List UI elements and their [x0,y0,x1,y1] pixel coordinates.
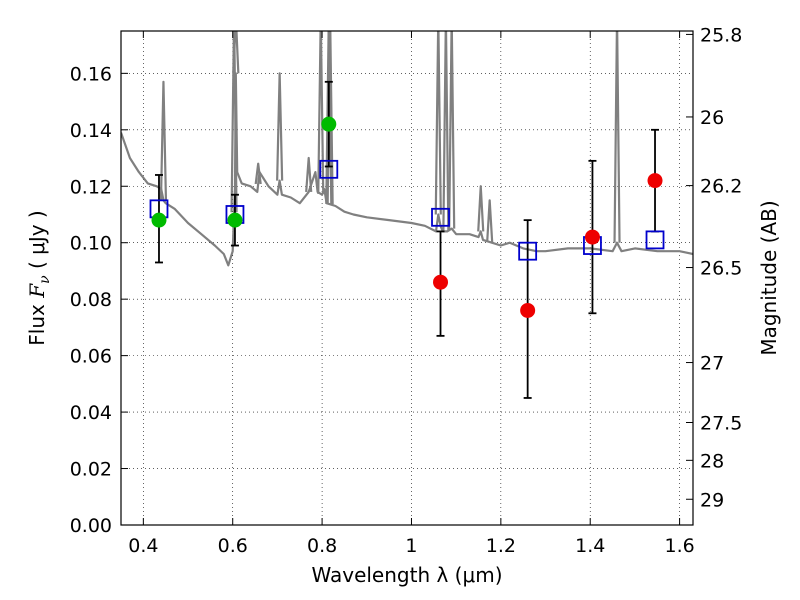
emission-line [325,31,333,204]
plot-area [121,31,693,399]
y2-tick-label: 29 [700,489,724,511]
emission-line [486,199,494,243]
y2-tick-label: 26.5 [700,258,742,280]
x-tick-label: 0.4 [128,535,158,557]
y2-tick-label: 27 [700,353,724,375]
y-tick-label: 0.04 [70,402,112,424]
green-point [321,116,337,132]
x-tick-label: 0.6 [218,535,248,557]
red-point [433,274,449,290]
emission-line [317,31,325,194]
model-square [518,241,538,261]
red-point [647,173,663,189]
x-tick-label: 1.2 [486,535,516,557]
emission-line [477,185,485,232]
emission-line [276,72,284,181]
y2-tick-label: 26 [700,107,724,129]
emission-line [305,156,313,192]
y-tick-label: 0.08 [70,289,112,311]
y2-tick-label: 26.2 [700,176,742,198]
emission-line [232,31,240,74]
plot-frame [120,30,694,526]
y-tick-label: 0.00 [70,515,112,537]
y-tick-label: 0.14 [70,120,112,142]
model-square [645,230,665,250]
y2-tick-label: 25.8 [700,24,742,46]
y-axis-label-prefix: Flux [25,298,49,346]
red-point [584,229,600,245]
emission-line [230,31,238,213]
x-tick-label: 1.6 [664,535,694,557]
emission-line [159,80,168,201]
y-tick-label: 0.06 [70,346,112,368]
emission-line [448,31,456,229]
y-tick-label: 0.16 [70,63,112,85]
green-point [151,212,167,228]
y-tick-label: 0.10 [70,233,112,255]
y-axis-label-unit: ( μJy ) [25,210,49,275]
emission-line [434,31,442,215]
y2-tick-label: 28 [700,450,724,472]
green-point [227,212,243,228]
y-tick-label: 0.02 [70,459,112,481]
emission-line [442,31,450,232]
emission-line [613,31,621,243]
model-square [431,207,450,227]
x-axis-label: Wavelength λ (μm) [311,563,502,587]
emission-line [254,162,262,185]
y-tick-label: 0.12 [70,176,112,198]
y-axis-label-subscript: ν [37,275,53,284]
x-tick-label: 1.4 [575,535,605,557]
y2-axis-label: Magnitude (AB) [757,200,781,355]
y2-tick-label: 27.5 [700,413,742,435]
red-point [520,302,536,318]
axis-ticks: 0.4 0.6 0.8 1 1.2 1.4 1.6 0.00 0.02 0.04 0.06 0.08 0… [70,24,743,557]
model-square [319,159,339,179]
y-axis-label: Flux Fν ( μJy ) [25,210,53,345]
x-tick-label: 1 [405,535,417,557]
y-axis-label-symbol: F [25,283,49,299]
x-tick-label: 0.8 [307,535,337,557]
